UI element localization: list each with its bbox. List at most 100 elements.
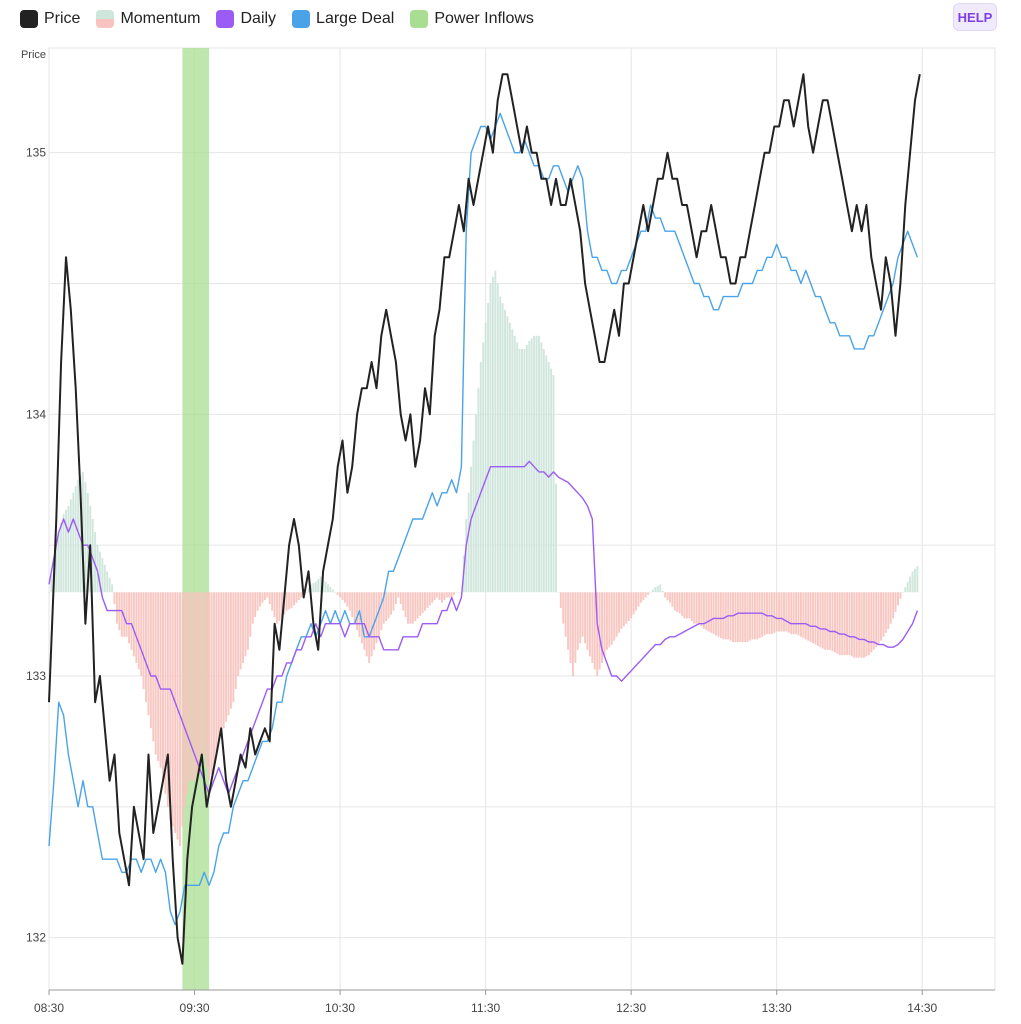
momentum-bar — [625, 592, 628, 624]
momentum-bar — [749, 592, 751, 641]
momentum-bar — [610, 592, 613, 645]
momentum-bar — [571, 592, 574, 676]
momentum-bar — [280, 592, 283, 619]
y-tick-label: 135 — [26, 146, 46, 160]
momentum-bar — [855, 592, 858, 658]
momentum-bar — [666, 592, 669, 601]
momentum-bar — [528, 341, 531, 593]
momentum-bar — [62, 513, 65, 593]
momentum-bar — [567, 592, 570, 650]
momentum-bar — [821, 592, 824, 649]
momentum-bar — [237, 592, 240, 676]
momentum-bar — [229, 592, 232, 709]
momentum-bar — [382, 592, 385, 624]
legend-item-power-inflows[interactable]: Power Inflows — [410, 10, 534, 28]
momentum-bar — [244, 592, 247, 657]
momentum-bar — [399, 592, 402, 605]
momentum-bar — [416, 592, 419, 619]
momentum-bar — [132, 592, 135, 657]
momentum-bar — [365, 592, 368, 657]
momentum-bar — [860, 592, 863, 658]
x-tick-label: 11:30 — [471, 1001, 500, 1015]
momentum-bar — [77, 479, 80, 593]
momentum-bar — [668, 592, 671, 603]
momentum-bar — [533, 335, 536, 593]
momentum-bar — [889, 592, 892, 624]
momentum-bar — [717, 592, 720, 637]
momentum-bar — [659, 584, 662, 593]
momentum-bar — [877, 592, 880, 645]
legend-item-momentum[interactable]: Momentum — [96, 10, 200, 28]
momentum-bar — [773, 592, 776, 633]
momentum-bar — [157, 592, 160, 762]
momentum-bar — [797, 592, 800, 636]
daily-swatch — [216, 10, 235, 28]
momentum-bar — [445, 592, 448, 598]
momentum-bar — [501, 303, 504, 593]
momentum-bar — [715, 592, 718, 636]
momentum-bar — [477, 388, 480, 593]
momentum-bar — [695, 592, 698, 624]
momentum-bar — [622, 592, 625, 627]
momentum-bar — [358, 592, 361, 637]
momentum-bar — [863, 592, 865, 658]
momentum-bar — [232, 592, 235, 703]
momentum-bar — [261, 592, 264, 603]
momentum-bar — [630, 592, 633, 619]
momentum-bar — [785, 592, 788, 632]
momentum-bar — [511, 329, 514, 593]
momentum-bar — [300, 592, 303, 598]
momentum-bar — [217, 592, 220, 742]
momentum-bar — [356, 592, 359, 631]
momentum-bar — [882, 592, 885, 637]
y-tick-label: 134 — [26, 407, 46, 421]
y-tick-label: 133 — [26, 669, 46, 683]
momentum-bar — [239, 592, 242, 670]
momentum-bar — [84, 482, 87, 593]
momentum-bar — [705, 592, 708, 631]
momentum-bar — [819, 592, 822, 648]
momentum-bar — [732, 592, 735, 642]
momentum-bar — [135, 592, 138, 663]
help-button[interactable]: HELP — [953, 3, 997, 31]
momentum-bar — [79, 475, 82, 593]
momentum-swatch — [96, 10, 115, 28]
legend-item-price[interactable]: Price — [20, 10, 80, 28]
momentum-bar — [392, 592, 395, 611]
momentum-bar — [807, 592, 810, 641]
momentum-bar — [326, 584, 329, 593]
momentum-bar — [661, 590, 664, 593]
momentum-bar — [111, 584, 114, 593]
momentum-bar — [251, 592, 254, 624]
momentum-bar — [212, 592, 215, 768]
momentum-bar — [506, 316, 509, 593]
momentum-bar — [562, 592, 565, 624]
legend-item-daily[interactable]: Daily — [216, 10, 276, 28]
momentum-bar — [426, 592, 429, 608]
momentum-bar — [380, 592, 383, 631]
momentum-bar — [916, 566, 919, 593]
momentum-bar — [739, 592, 742, 642]
legend-label-power-inflows: Power Inflows — [434, 10, 534, 27]
momentum-bar — [215, 592, 218, 755]
momentum-bar — [159, 592, 162, 768]
legend-item-large-deal[interactable]: Large Deal — [292, 10, 394, 28]
momentum-bar — [288, 592, 291, 610]
momentum-bar — [174, 592, 177, 833]
momentum-bar — [351, 592, 354, 618]
momentum-bar — [448, 592, 451, 598]
momentum-bar — [700, 592, 703, 627]
momentum-bar — [775, 592, 778, 632]
legend-label-price: Price — [44, 10, 81, 27]
momentum-bar — [57, 532, 60, 593]
momentum-bar — [440, 592, 443, 603]
momentum-bar — [472, 440, 475, 593]
momentum-bar — [644, 592, 647, 598]
momentum-bar — [465, 519, 468, 593]
momentum-bar — [596, 592, 599, 676]
momentum-bar — [523, 348, 526, 593]
momentum-bar — [65, 509, 67, 593]
momentum-bar — [639, 592, 642, 603]
momentum-bar — [419, 592, 422, 616]
price-swatch — [20, 10, 38, 28]
